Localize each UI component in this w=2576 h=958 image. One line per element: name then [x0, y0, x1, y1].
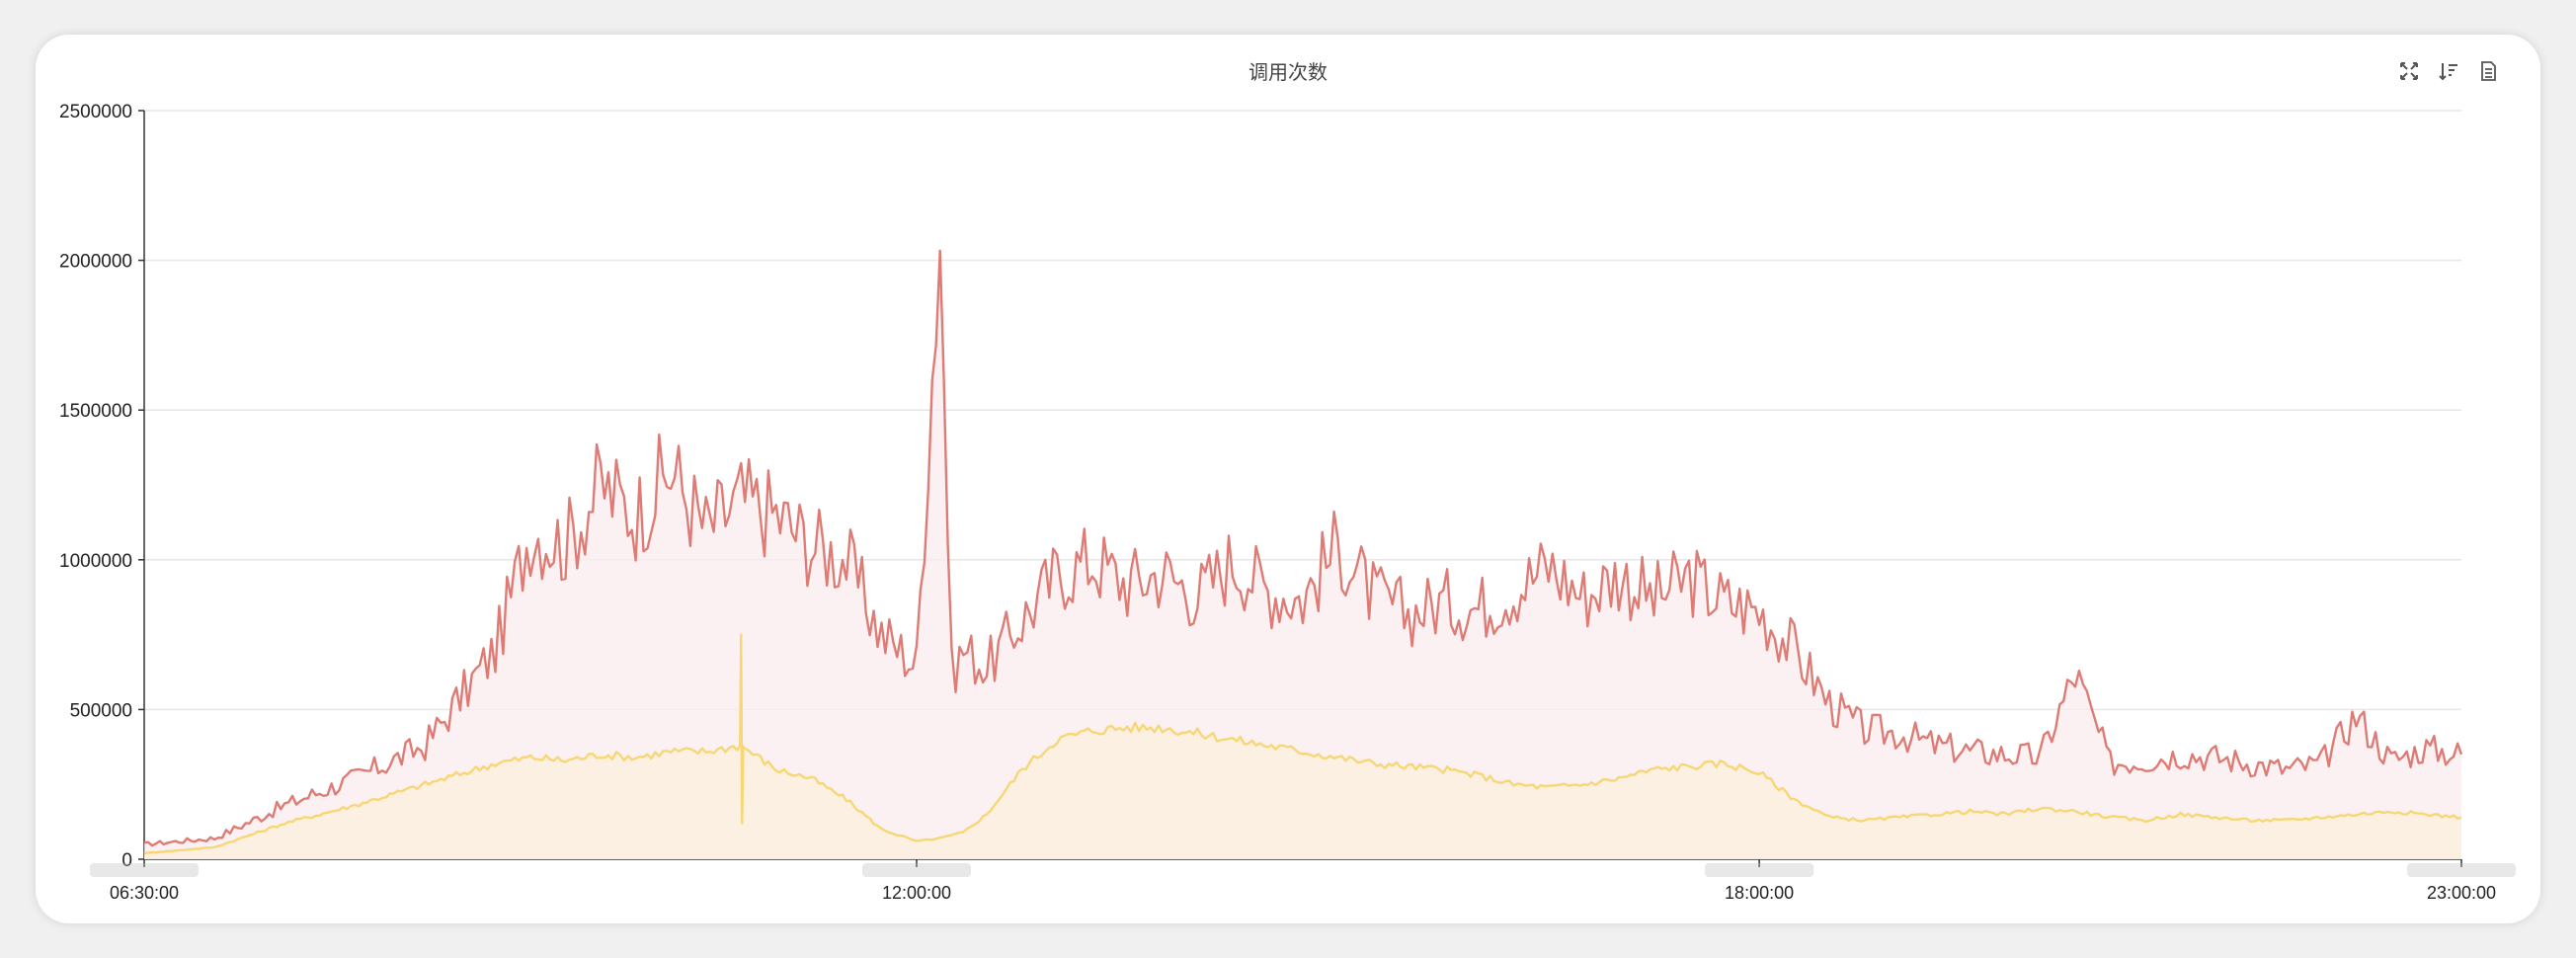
- y-tick-label: 2000000: [59, 252, 132, 273]
- x-tick-label: 23:00:00: [2427, 883, 2496, 903]
- data-view-icon[interactable]: [2475, 58, 2501, 84]
- chart-card: 调用次数 0 500000 1000000 1500000 2000000 2500000…: [36, 35, 2540, 923]
- x-tick-label: 18:00:00: [1725, 883, 1794, 903]
- x-tick-blur: [90, 863, 199, 877]
- fullscreen-icon[interactable]: [2396, 58, 2422, 84]
- series-red-line: [143, 249, 2463, 847]
- series-red-area: [144, 250, 2461, 860]
- sort-icon[interactable]: [2436, 58, 2461, 84]
- chart-toolbar: [2396, 58, 2501, 84]
- x-tick-blur: [2407, 863, 2516, 877]
- x-tick-label: 06:30:00: [110, 883, 179, 903]
- area-chart: 0 500000 1000000 1500000 2000000 2500000 06:30…: [59, 102, 2516, 903]
- x-tick-blur: [862, 863, 971, 877]
- y-tick-label: 1000000: [59, 551, 132, 572]
- x-tick-blur: [1705, 863, 1814, 877]
- y-tick-label: 2500000: [59, 102, 132, 122]
- y-tick-label: 500000: [70, 700, 132, 721]
- chart-title: 调用次数: [1248, 62, 1328, 84]
- series-yellow-line: [143, 633, 2462, 855]
- x-tick-label: 12:00:00: [882, 883, 951, 903]
- y-tick-label: 1500000: [59, 401, 132, 422]
- series-yellow-area: [144, 634, 2461, 859]
- y-tick-label: 0: [121, 850, 132, 871]
